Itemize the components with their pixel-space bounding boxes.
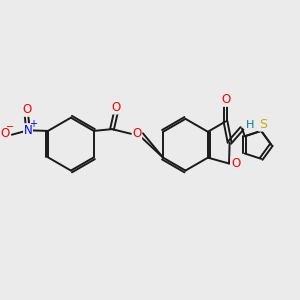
Text: −: −	[6, 122, 14, 132]
Text: O: O	[231, 157, 240, 170]
Text: S: S	[259, 118, 267, 131]
Text: O: O	[22, 103, 31, 116]
Text: N: N	[24, 124, 32, 137]
Text: O: O	[132, 127, 142, 140]
Text: +: +	[29, 119, 37, 129]
Text: O: O	[1, 127, 10, 140]
Text: O: O	[111, 101, 120, 114]
Text: O: O	[221, 93, 230, 106]
Text: H: H	[246, 120, 254, 130]
